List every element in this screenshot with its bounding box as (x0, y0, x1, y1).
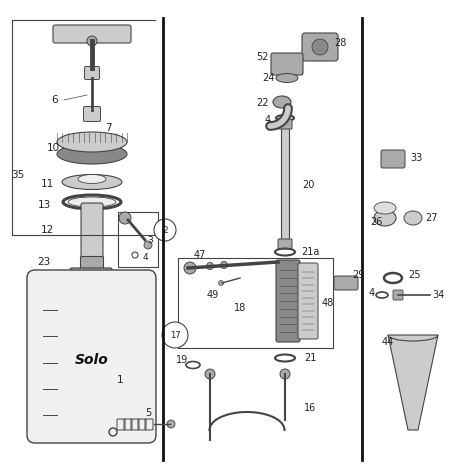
Text: 16: 16 (304, 403, 316, 413)
FancyBboxPatch shape (281, 122, 289, 242)
Text: 35: 35 (11, 170, 25, 180)
FancyBboxPatch shape (393, 290, 403, 300)
Text: 21: 21 (304, 353, 316, 363)
Text: 13: 13 (37, 200, 51, 210)
FancyBboxPatch shape (81, 203, 103, 262)
Circle shape (312, 39, 328, 55)
Text: 28: 28 (334, 38, 346, 48)
Text: 47: 47 (194, 250, 206, 260)
FancyBboxPatch shape (334, 276, 358, 290)
FancyBboxPatch shape (83, 107, 100, 121)
Text: 23: 23 (37, 257, 51, 267)
FancyBboxPatch shape (278, 239, 292, 249)
Ellipse shape (78, 174, 106, 183)
Bar (178, 258, 333, 348)
Circle shape (154, 219, 176, 241)
Circle shape (205, 369, 215, 379)
Text: 1: 1 (117, 375, 123, 385)
Text: 34: 34 (432, 290, 444, 300)
Text: 27: 27 (426, 213, 438, 223)
Bar (118, 212, 158, 267)
Text: 12: 12 (40, 225, 54, 235)
FancyBboxPatch shape (298, 263, 318, 339)
Ellipse shape (273, 96, 291, 108)
Circle shape (167, 420, 175, 428)
Circle shape (220, 262, 228, 268)
Circle shape (87, 36, 97, 46)
Circle shape (144, 241, 152, 249)
Text: 3: 3 (147, 236, 153, 245)
FancyBboxPatch shape (302, 33, 338, 61)
FancyBboxPatch shape (84, 66, 100, 80)
Text: 20: 20 (302, 180, 314, 190)
FancyBboxPatch shape (81, 256, 103, 272)
Text: 10: 10 (46, 143, 60, 153)
Text: 33: 33 (410, 153, 422, 163)
Text: 2: 2 (162, 226, 168, 235)
Text: Solo: Solo (75, 353, 109, 367)
Ellipse shape (276, 73, 298, 82)
Text: 21a: 21a (301, 247, 319, 257)
Text: 19: 19 (176, 355, 188, 365)
FancyBboxPatch shape (276, 260, 300, 342)
FancyBboxPatch shape (381, 150, 405, 168)
Ellipse shape (57, 132, 127, 152)
Ellipse shape (62, 174, 122, 190)
FancyBboxPatch shape (70, 268, 112, 290)
Text: 4: 4 (265, 115, 271, 125)
Polygon shape (388, 335, 438, 430)
Ellipse shape (68, 197, 116, 207)
FancyBboxPatch shape (271, 53, 303, 75)
Circle shape (207, 263, 213, 270)
Text: 24: 24 (262, 73, 274, 83)
Text: 6: 6 (52, 95, 58, 105)
Text: 29: 29 (352, 270, 364, 280)
Circle shape (119, 212, 131, 224)
Text: 7: 7 (105, 123, 111, 133)
Text: 49: 49 (207, 290, 219, 300)
Text: 4: 4 (369, 288, 375, 298)
Text: 25: 25 (409, 270, 421, 280)
Ellipse shape (374, 202, 396, 214)
Text: 18: 18 (234, 303, 246, 313)
Circle shape (162, 322, 188, 348)
Ellipse shape (57, 144, 127, 164)
Text: 48: 48 (322, 298, 334, 308)
Text: 11: 11 (40, 179, 54, 189)
Text: 22: 22 (257, 98, 269, 108)
Text: 52: 52 (256, 52, 268, 62)
Circle shape (280, 369, 290, 379)
Circle shape (184, 262, 196, 274)
Ellipse shape (404, 211, 422, 225)
Text: 26: 26 (370, 217, 382, 227)
FancyBboxPatch shape (278, 119, 292, 129)
Text: 44: 44 (382, 337, 394, 347)
Circle shape (219, 281, 224, 285)
FancyBboxPatch shape (53, 25, 131, 43)
Ellipse shape (374, 210, 396, 226)
Text: 4: 4 (142, 254, 148, 263)
FancyBboxPatch shape (27, 270, 156, 443)
Text: 17: 17 (170, 330, 180, 339)
Text: 5: 5 (145, 408, 151, 418)
